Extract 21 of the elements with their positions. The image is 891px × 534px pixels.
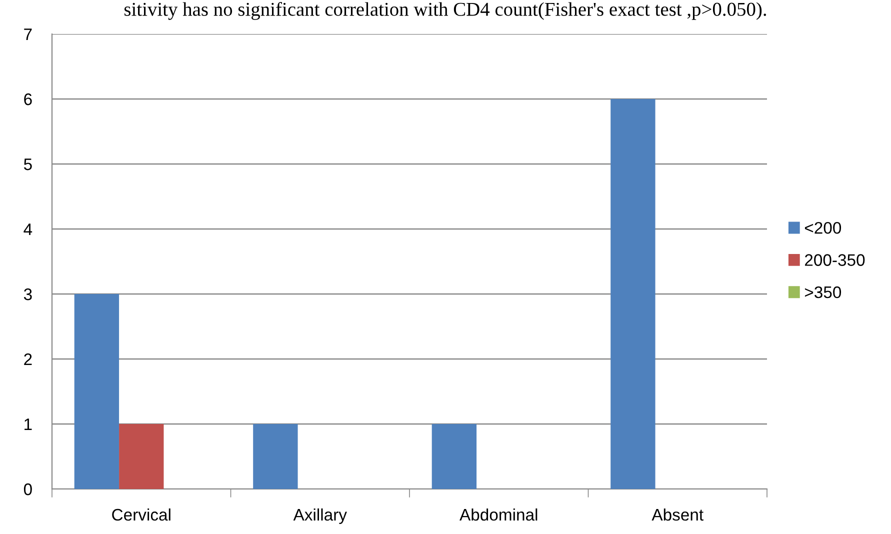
- bar: [119, 424, 164, 489]
- x-tick-label: Cervical: [112, 508, 170, 521]
- legend-label: 200-350: [804, 254, 865, 266]
- y-tick-label: 1: [24, 418, 32, 430]
- y-tick-label: 7: [24, 28, 32, 40]
- y-tick-label: 5: [24, 158, 32, 170]
- bar: [253, 424, 298, 489]
- y-tick-label: 4: [24, 224, 32, 236]
- legend-label: >350: [804, 286, 842, 298]
- y-tick-label: 2: [24, 353, 32, 366]
- y-tick-label: 0: [24, 483, 32, 496]
- bar: [74, 294, 120, 489]
- x-tick-label: Axillary: [293, 508, 347, 524]
- bar: [610, 99, 656, 489]
- text: sitivity has no significant correlation with CD4 count(Fisher's exact test ,p>0.050).: [124, 2, 766, 20]
- legend-label: <200: [804, 222, 842, 234]
- y-tick-label: 3: [24, 288, 32, 300]
- x-tick-label: Abdominal: [460, 508, 538, 521]
- bar: [432, 424, 477, 489]
- x-tick-label: Absent: [652, 508, 704, 521]
- y-tick-label: 6: [24, 93, 32, 106]
